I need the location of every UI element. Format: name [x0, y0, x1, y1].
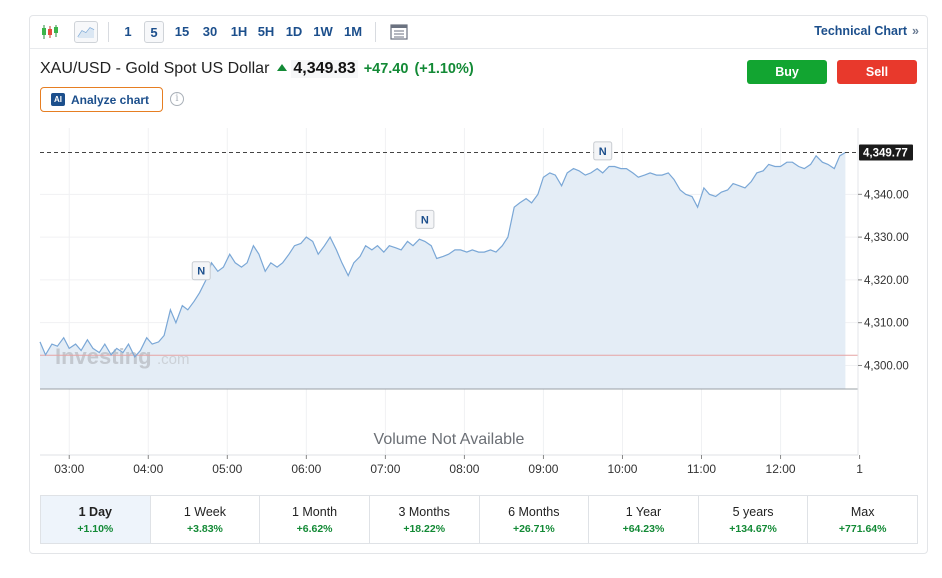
- arrow-up-icon: [277, 64, 288, 71]
- period-tab-5-years[interactable]: 5 years +134.67%: [699, 496, 809, 543]
- analyze-chart-label: Analyze chart: [71, 92, 150, 107]
- period-change: +134.67%: [729, 523, 777, 535]
- period-label: 6 Months: [508, 505, 560, 519]
- timeframe-5h[interactable]: 5H: [257, 24, 275, 39]
- period-change: +6.62%: [296, 523, 333, 535]
- period-change: +3.83%: [186, 523, 223, 535]
- timeframe-15[interactable]: 15: [174, 24, 190, 39]
- x-tick-label: 07:00: [370, 462, 400, 476]
- last-price-label: 4,349.77: [863, 148, 908, 160]
- timeframe-1h[interactable]: 1H: [230, 24, 248, 39]
- candlestick-icon[interactable]: [38, 21, 62, 43]
- price-line: [39, 151, 846, 358]
- period-tab-3-months[interactable]: 3 Months +18.22%: [370, 496, 480, 543]
- news-marker: [191, 261, 211, 281]
- x-tick-label: 11:00: [687, 462, 716, 476]
- instrument-name: XAU/USD - Gold Spot US Dollar: [40, 60, 270, 77]
- technical-chart-label: Technical Chart: [814, 24, 908, 38]
- y-tick-label: 4,320.00: [864, 275, 909, 287]
- period-label: 3 Months: [398, 505, 450, 519]
- x-tick-label: 12:00: [766, 462, 796, 476]
- analyze-chart-button[interactable]: AI Analyze chart: [40, 87, 163, 112]
- technical-chart-link[interactable]: Technical Chart »: [814, 24, 919, 38]
- x-tick-label: 1: [856, 462, 863, 476]
- period-tab-6-months[interactable]: 6 Months +26.71%: [480, 496, 590, 543]
- period-change: +1.10%: [77, 523, 114, 535]
- period-label: 1 Month: [291, 505, 338, 519]
- y-tick-label: 4,310.00: [864, 318, 909, 330]
- x-tick-label: 10:00: [607, 462, 637, 476]
- y-tick-label: 4,330.00: [864, 232, 909, 244]
- instrument-header: XAU/USD - Gold Spot US Dollar 4,349.83 +…: [40, 60, 474, 78]
- x-tick-label: 06:00: [291, 462, 321, 476]
- period-change: +18.22%: [403, 523, 446, 535]
- price-chart[interactable]: Investing .com 4,300.004,310.004,320.004,3…: [0, 0, 942, 490]
- timeframe-1d[interactable]: 1D: [285, 24, 303, 39]
- timeframe-1[interactable]: 1: [124, 24, 132, 39]
- volume-not-available: Volume Not Available: [374, 431, 525, 448]
- period-label: 5 years: [732, 505, 774, 519]
- last-price-label-box: [859, 144, 913, 161]
- period-label: 1 Day: [78, 505, 112, 519]
- news-marker-label: N: [197, 266, 205, 278]
- price-area-fill: [40, 152, 846, 389]
- period-tab-1-day[interactable]: 1 Day +1.10%: [41, 496, 151, 543]
- x-tick-label: 04:00: [133, 462, 163, 476]
- period-tab-1-month[interactable]: 1 Month +6.62%: [260, 496, 370, 543]
- last-price: 4,349.83: [291, 60, 358, 78]
- table-view-icon[interactable]: [387, 21, 411, 43]
- chevron-right-icon: »: [912, 24, 919, 38]
- period-change: +26.71%: [512, 523, 555, 535]
- news-marker: [415, 209, 435, 229]
- price-change: +47.40: [363, 61, 409, 77]
- news-marker: [593, 141, 613, 161]
- area-chart-icon[interactable]: [74, 21, 98, 43]
- sell-button[interactable]: Sell: [837, 60, 917, 84]
- timeframe-30[interactable]: 30: [202, 24, 218, 39]
- x-tick-label: 08:00: [449, 462, 479, 476]
- period-change: +64.23%: [622, 523, 665, 535]
- y-tick-label: 4,340.00: [864, 189, 909, 201]
- chart-toolbar: 1 5 15 30 1H 5H 1D 1W 1M Technical Chart »: [30, 16, 927, 49]
- period-tab-1-week[interactable]: 1 Week +3.83%: [151, 496, 261, 543]
- period-label: Max: [850, 505, 875, 519]
- news-marker-label: N: [599, 146, 607, 158]
- timeframe-5[interactable]: 5: [144, 21, 164, 43]
- toolbar-separator: [108, 22, 109, 42]
- y-tick-label: 4,300.00: [864, 360, 909, 372]
- price-change-percent: (+1.10%): [414, 61, 474, 77]
- investing-watermark-suffix: .com: [157, 351, 190, 368]
- ai-icon: AI: [51, 93, 65, 106]
- period-tab-1-year[interactable]: 1 Year +64.23%: [589, 496, 699, 543]
- buy-button[interactable]: Buy: [747, 60, 827, 84]
- timeframe-1w[interactable]: 1W: [313, 24, 333, 39]
- toolbar-separator: [375, 22, 376, 42]
- performance-periods: 1 Day +1.10% 1 Week +3.83% 1 Month +6.62% 3 Mo…: [40, 495, 918, 544]
- info-icon[interactable]: i: [170, 92, 184, 106]
- x-tick-label: 09:00: [528, 462, 558, 476]
- period-label: 1 Year: [625, 505, 662, 519]
- period-change: +771.64%: [838, 523, 887, 535]
- timeframe-1m[interactable]: 1M: [343, 24, 363, 39]
- news-marker-label: N: [421, 214, 429, 226]
- x-tick-label: 05:00: [212, 462, 242, 476]
- x-tick-label: 03:00: [54, 462, 84, 476]
- period-tab-max[interactable]: Max +771.64%: [808, 496, 917, 543]
- period-label: 1 Week: [183, 505, 227, 519]
